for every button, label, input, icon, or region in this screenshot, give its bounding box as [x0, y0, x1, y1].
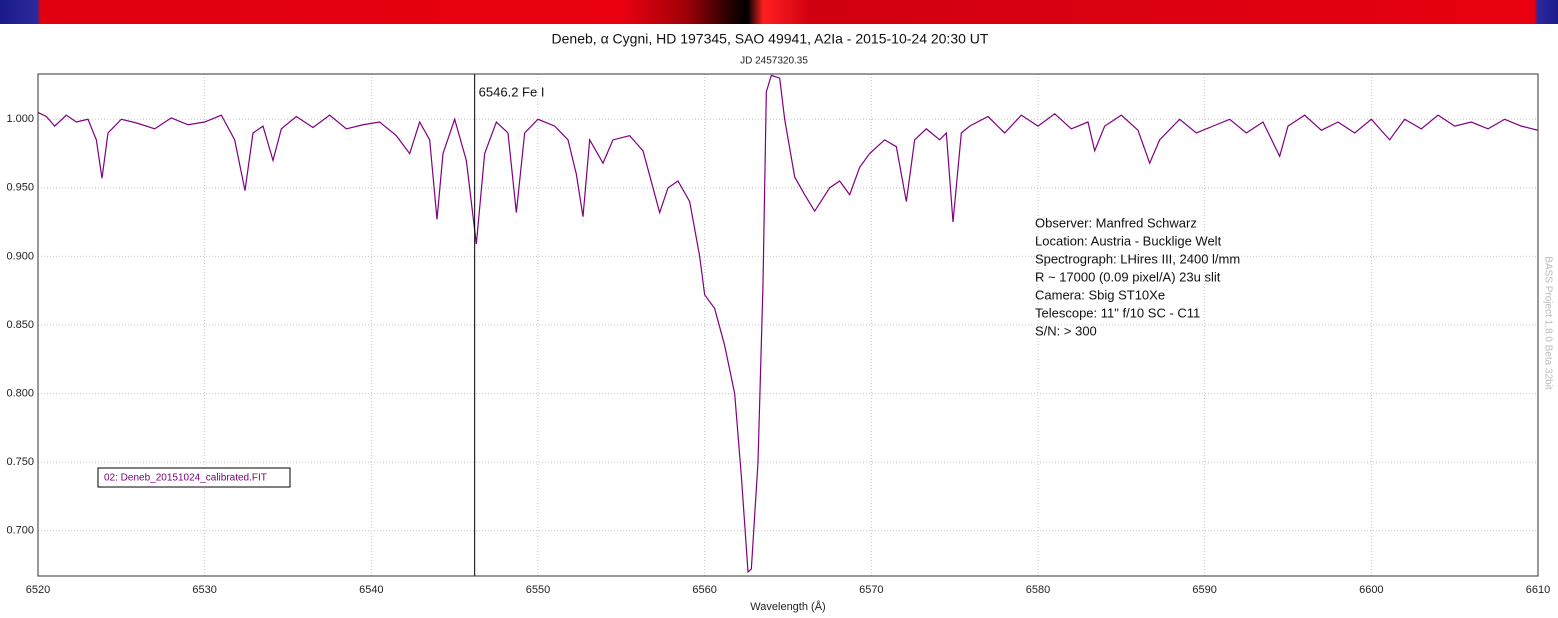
x-axis-label: Wavelength (Å)	[750, 600, 825, 613]
y-tick-label: 0.850	[6, 319, 34, 331]
y-tick-label: 0.800	[6, 387, 34, 399]
x-tick-label: 6590	[1192, 584, 1216, 596]
info-line: Camera: Sbig ST10Xe	[1035, 287, 1165, 302]
y-tick-label: 1.000	[6, 113, 34, 125]
x-tick-label: 6560	[692, 584, 716, 596]
x-tick-label: 6540	[359, 584, 383, 596]
info-line: Observer: Manfred Schwarz	[1035, 215, 1197, 230]
chart-subtitle: JD 2457320.35	[740, 56, 808, 67]
x-tick-label: 6600	[1359, 584, 1383, 596]
spectrum-line	[38, 74, 1538, 574]
chart-title: Deneb, α Cygni, HD 197345, SAO 49941, A2…	[552, 31, 989, 47]
y-tick-label: 0.900	[6, 250, 34, 262]
plot-frame	[37, 73, 1539, 577]
info-line: Spectrograph: LHires III, 2400 l/mm	[1035, 251, 1240, 266]
info-line: R ~ 17000 (0.09 pixel/A) 23u slit	[1035, 269, 1221, 284]
legend-box	[97, 467, 291, 488]
x-tick-label: 6570	[859, 584, 883, 596]
x-tick-label: 6610	[1526, 584, 1550, 596]
watermark: BASS Project 1.8.0 Beta 32bit	[1542, 256, 1553, 390]
info-line: S/N: > 300	[1035, 323, 1097, 338]
x-tick-label: 6530	[192, 584, 216, 596]
info-line: Telescope: 11" f/10 SC - C11	[1035, 305, 1200, 320]
spectrum-strip	[0, 0, 1558, 24]
annotation-label: 6546.2 Fe I	[479, 84, 545, 99]
y-tick-label: 0.750	[6, 456, 34, 468]
y-tick-label: 0.700	[6, 525, 34, 537]
legend-label: 02: Deneb_20151024_calibrated.FIT	[104, 473, 267, 484]
info-line: Location: Austria - Bucklige Welt	[1035, 233, 1222, 248]
x-tick-label: 6580	[1026, 584, 1050, 596]
y-tick-label: 0.950	[6, 182, 34, 194]
x-tick-label: 6520	[26, 584, 50, 596]
x-tick-label: 6550	[526, 584, 550, 596]
